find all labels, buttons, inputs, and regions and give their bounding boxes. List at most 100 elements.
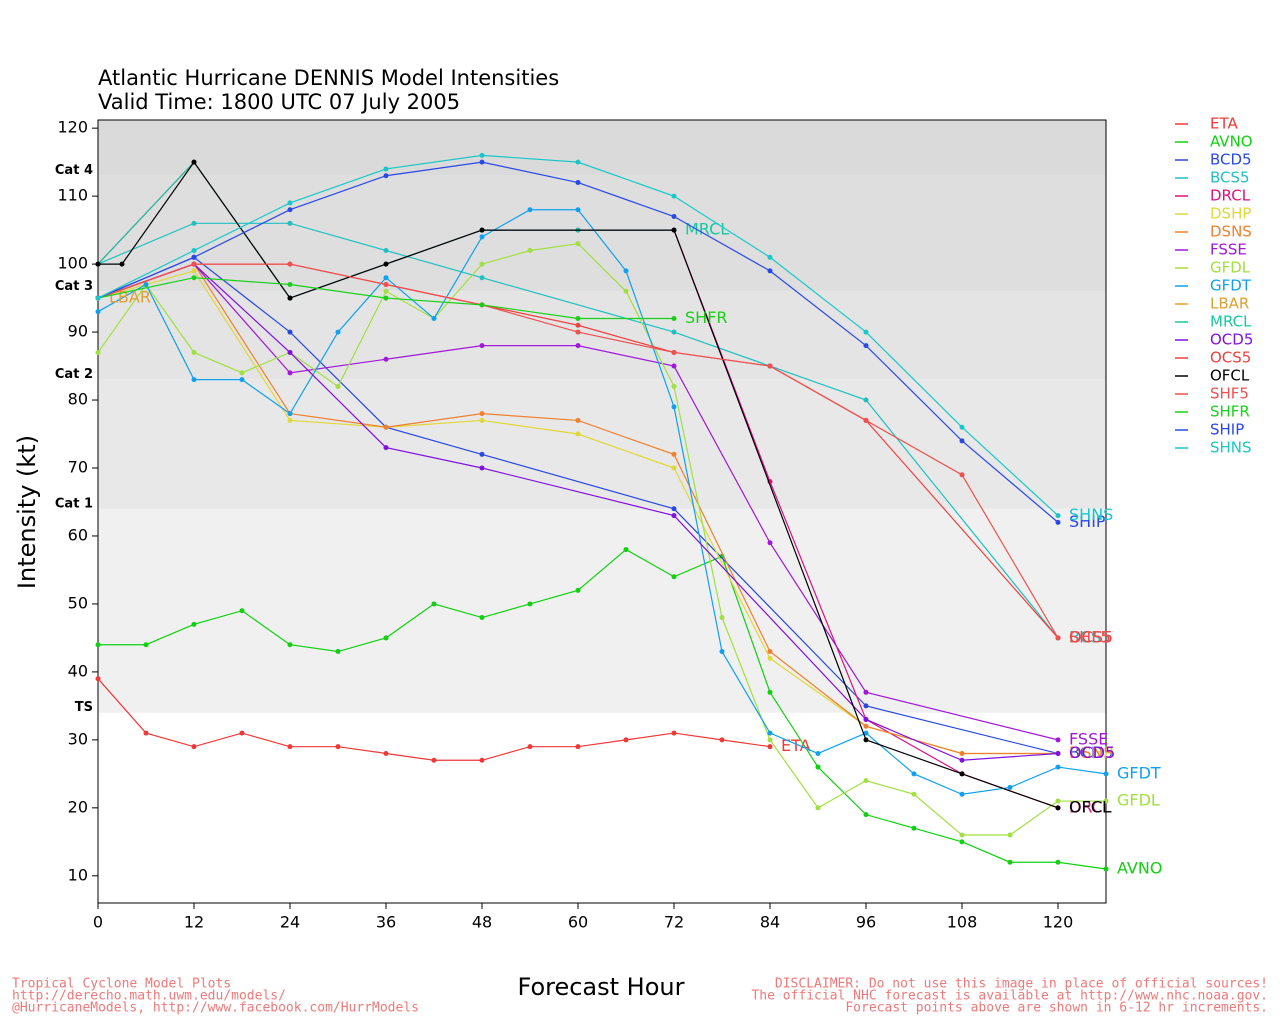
series-end-label: BCS5 — [1069, 627, 1111, 646]
data-point — [335, 329, 341, 335]
data-point — [863, 778, 869, 784]
legend-label: OFCL — [1210, 367, 1250, 385]
data-point — [287, 642, 293, 648]
data-point — [143, 642, 149, 648]
data-point — [479, 275, 485, 281]
series-end-label: OCD5 — [1069, 743, 1115, 762]
category-label: Cat 4 — [55, 163, 93, 178]
category-band — [98, 175, 1106, 292]
data-point — [575, 329, 581, 335]
category-band — [98, 120, 1106, 176]
data-point — [719, 737, 725, 743]
data-point — [383, 248, 389, 253]
data-point — [239, 730, 245, 736]
data-point — [767, 737, 773, 743]
data-point — [575, 431, 581, 437]
data-point — [383, 261, 389, 267]
series-end-label: BCD5 — [1069, 743, 1113, 762]
legend-label: GFDT — [1210, 277, 1252, 295]
series-end-label: LBAR — [109, 288, 151, 307]
data-point — [767, 730, 773, 736]
legend-label: SHFR — [1210, 403, 1250, 421]
data-point — [191, 744, 197, 750]
data-point — [383, 173, 389, 179]
data-point — [191, 268, 197, 274]
data-point — [287, 329, 293, 335]
data-point — [911, 825, 917, 831]
legend-label: LBAR — [1210, 295, 1249, 313]
data-point — [287, 417, 293, 423]
x-tick-label: 60 — [568, 913, 588, 932]
y-axis-title: Intensity (kt) — [13, 435, 41, 589]
data-point — [479, 411, 485, 417]
data-point — [119, 261, 125, 267]
data-point — [1007, 832, 1013, 838]
x-tick-label: 84 — [760, 913, 780, 932]
y-tick-label: 20 — [68, 797, 88, 816]
legend-label: ETA — [1210, 115, 1238, 133]
data-point — [479, 615, 485, 621]
data-point — [575, 180, 581, 186]
data-point — [287, 200, 293, 206]
series-end-label: DRCL — [1069, 797, 1112, 816]
data-point — [1055, 513, 1061, 519]
category-label: Cat 3 — [55, 279, 93, 294]
category-label: Cat 1 — [55, 496, 93, 511]
legend-label: BCS5 — [1210, 169, 1250, 187]
category-band — [98, 379, 1106, 509]
series-end-label: GFDT — [1117, 763, 1161, 782]
data-point — [575, 587, 581, 593]
series-end-label: DSHP — [1069, 743, 1114, 762]
data-point — [959, 839, 965, 845]
x-tick-label: 48 — [472, 913, 492, 932]
legend-label: GFDL — [1210, 259, 1251, 277]
data-point — [1103, 866, 1109, 872]
data-point — [575, 322, 581, 328]
legend-label: DSHP — [1210, 205, 1251, 223]
data-point — [239, 377, 245, 383]
data-point — [287, 295, 293, 301]
data-point — [1055, 805, 1061, 811]
chart-subtitle: Valid Time: 1800 UTC 07 July 2005 — [98, 90, 460, 114]
data-point — [1055, 798, 1061, 804]
y-tick-label: 120 — [57, 118, 88, 137]
series-end-label: FSSE — [1069, 729, 1108, 748]
legend-label: OCD5 — [1210, 331, 1253, 349]
y-tick-label: 90 — [68, 322, 88, 341]
data-point — [863, 397, 869, 403]
data-point — [1007, 784, 1013, 790]
legend-label: DRCL — [1210, 187, 1251, 205]
data-point — [191, 261, 197, 267]
data-point — [1103, 771, 1109, 777]
data-point — [767, 744, 773, 750]
data-point — [335, 744, 341, 750]
chart-title: Atlantic Hurricane DENNIS Model Intensit… — [98, 66, 559, 90]
series-end-label: GFDL — [1117, 791, 1160, 810]
data-point — [143, 281, 149, 287]
data-point — [143, 730, 149, 736]
data-point — [671, 506, 677, 512]
data-point — [815, 805, 821, 811]
data-point — [479, 465, 485, 471]
data-point — [191, 248, 197, 253]
data-point — [767, 540, 773, 546]
y-tick-label: 50 — [68, 593, 88, 612]
series-end-label: OFCL — [1069, 797, 1111, 816]
data-point — [479, 757, 485, 763]
data-point — [575, 343, 581, 349]
data-point — [959, 424, 965, 430]
data-point — [431, 315, 437, 321]
data-point — [863, 703, 869, 709]
footer-left: http://derecho.math.uwm.edu/models/ — [12, 989, 286, 1004]
data-point — [383, 295, 389, 301]
legend-label: SHNS — [1210, 439, 1252, 457]
data-point — [287, 744, 293, 750]
data-point — [671, 193, 677, 199]
data-point — [479, 451, 485, 457]
data-point — [815, 764, 821, 770]
data-point — [431, 601, 437, 607]
data-point — [1055, 859, 1061, 865]
data-point — [671, 329, 677, 335]
data-point — [863, 812, 869, 818]
